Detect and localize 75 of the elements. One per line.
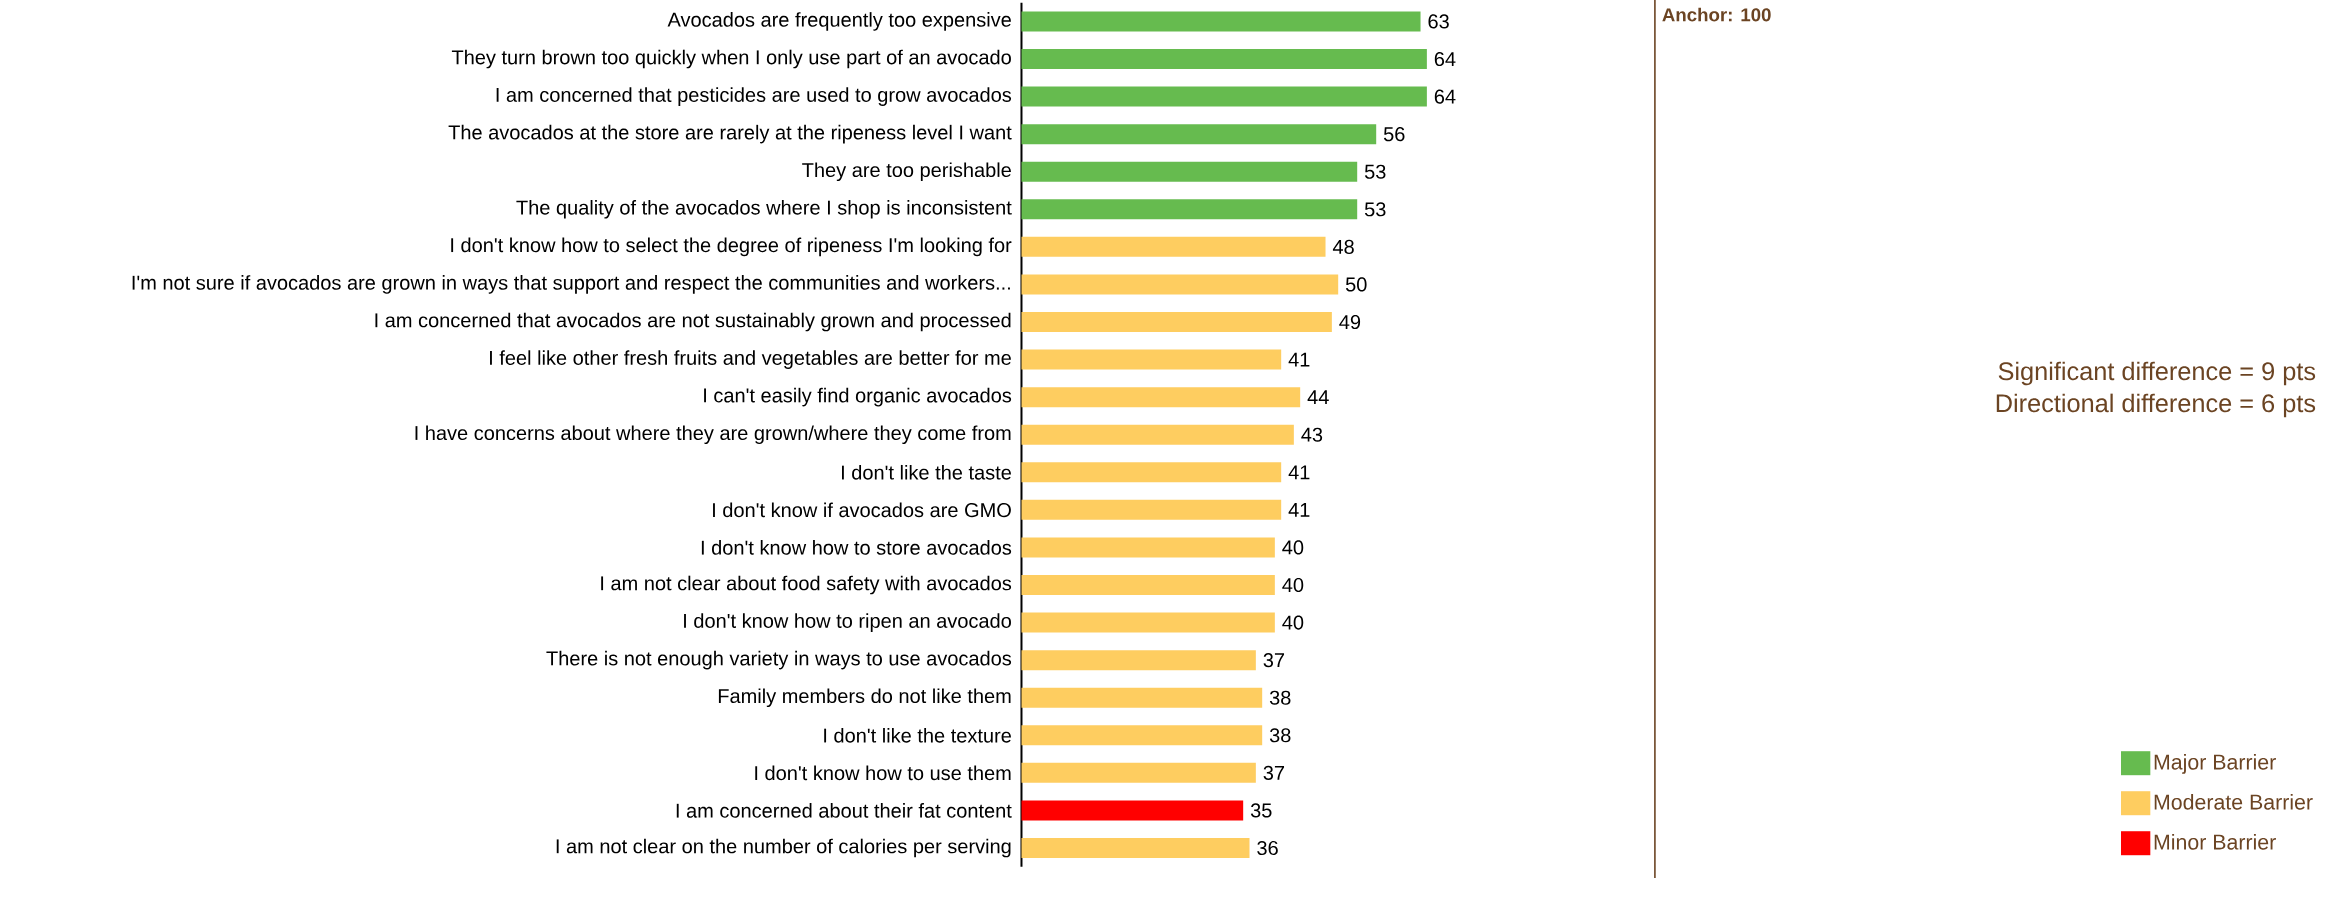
y-tick-label: I'm not sure if avocados are grown in ways that support and respect the communities and workers... <box>132 274 1010 294</box>
y-tick-label: I don't like the taste <box>841 464 1011 480</box>
bar <box>1021 161 1358 182</box>
bar <box>1021 800 1244 821</box>
data-label: 49 <box>1339 314 1361 329</box>
y-tick-label: I am not clear about food safety with avocados <box>601 575 1012 595</box>
data-label: 38 <box>1269 727 1291 743</box>
data-label: 36 <box>1257 840 1278 855</box>
data-label: 37 <box>1263 652 1285 668</box>
bar <box>1021 649 1256 670</box>
y-tick-label: I am not clear on the number of calories per serving <box>556 838 1011 858</box>
data-label: 56 <box>1383 126 1405 142</box>
y-tick-label: I don't know if avocados are GMO <box>713 502 1011 517</box>
bar <box>1021 48 1427 69</box>
ref-line-label: Anchor: 100 <box>1662 7 1771 22</box>
text: Directional difference = 6 pts <box>1996 393 2316 418</box>
y-tick-label: I am concerned that avocados are not sustainably grown and processed <box>375 312 1011 332</box>
y-tick-label: They turn brown too quickly when I only use part of an avocado <box>451 49 1011 69</box>
data-label: 50 <box>1345 277 1367 292</box>
data-label: 53 <box>1364 202 1386 217</box>
data-label: 64 <box>1434 51 1456 66</box>
bar <box>1021 574 1275 595</box>
y-tick-label: I am concerned about their fat content <box>676 802 1012 818</box>
data-label: 41 <box>1288 465 1310 479</box>
bar <box>1021 725 1263 746</box>
bar <box>1021 537 1275 558</box>
legend-label: Minor Barrier <box>2154 833 2276 850</box>
legend-label: Major Barrier <box>2154 753 2276 774</box>
y-tick-label: There is not enough variety in ways to use avocados <box>546 650 1012 670</box>
bar <box>1021 499 1282 520</box>
bar <box>1021 123 1377 144</box>
data-label: 64 <box>1434 89 1456 104</box>
y-tick-label: Family members do not like them <box>718 688 1011 707</box>
bar <box>1021 837 1250 858</box>
data-label: 41 <box>1288 502 1310 517</box>
bar <box>1021 274 1339 295</box>
bar <box>1021 86 1427 107</box>
bar <box>1021 687 1263 708</box>
y-tick-label: I have concerns about where they are grown/where they come from <box>415 425 1011 444</box>
bar <box>1021 462 1282 483</box>
bar <box>1021 11 1421 32</box>
y-tick-label: I don't know how to select the degree of ripeness I'm looking for <box>451 237 1012 256</box>
data-label: 40 <box>1282 540 1304 555</box>
y-tick-label: The quality of the avocados where I shop is inconsistent <box>516 199 1012 219</box>
data-label: 53 <box>1364 164 1386 179</box>
data-label: 35 <box>1250 803 1272 818</box>
data-label: 37 <box>1263 765 1285 780</box>
text: Significant difference = 9 pts <box>1998 361 2316 386</box>
bar <box>1021 386 1301 407</box>
data-label: 44 <box>1307 390 1329 404</box>
y-tick-label: I can't easily find organic avocados <box>704 387 1012 407</box>
bar <box>1021 349 1282 370</box>
data-label: 48 <box>1332 239 1354 254</box>
y-tick-label: I feel like other fresh fruits and vegetables are better for me <box>490 350 1011 369</box>
bar <box>1021 199 1358 220</box>
bar <box>1021 612 1275 633</box>
data-label: 40 <box>1282 577 1304 592</box>
y-tick-label: I am concerned that pesticides are used to grow avocados <box>496 87 1012 106</box>
y-tick-label: I don't know how to store avocados <box>701 539 1012 555</box>
bar <box>1021 236 1326 257</box>
data-label: 43 <box>1301 427 1323 442</box>
data-label: 41 <box>1288 352 1310 367</box>
y-tick-label: They are too perishable <box>802 162 1011 181</box>
data-label: 38 <box>1269 690 1291 705</box>
bar <box>1021 311 1332 332</box>
data-label: 63 <box>1428 14 1449 29</box>
y-tick-label: I don't know how to ripen an avocado <box>684 613 1011 632</box>
y-tick-label: Avocados are frequently too expensive <box>667 11 1011 31</box>
y-tick-label: I don't know how to use them <box>755 765 1011 780</box>
legend-label: Moderate Barrier <box>2154 793 2313 810</box>
y-tick-label: The avocados at the store are rarely at the ripeness level I want <box>448 124 1012 144</box>
data-label: 40 <box>1282 615 1304 630</box>
bar <box>1021 762 1256 783</box>
bar <box>1021 424 1294 445</box>
y-tick-label: I don't like the texture <box>824 727 1011 743</box>
